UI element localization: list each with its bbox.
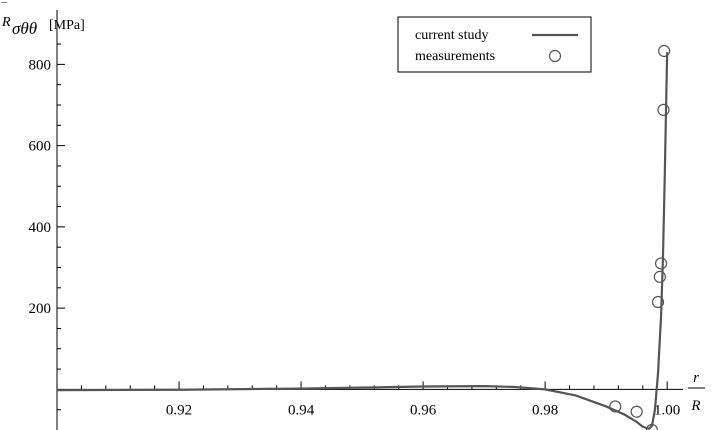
- y-tick-label: 600: [29, 139, 52, 155]
- measurement-point: [651, 295, 665, 309]
- y-tick-label: 800: [29, 57, 52, 73]
- x-tick-label: 0.98: [532, 402, 558, 418]
- x-axis-label: r R: [688, 370, 705, 414]
- measurement-point: [630, 405, 643, 418]
- legend-box: [397, 16, 592, 73]
- measurement-point: [609, 400, 622, 413]
- x-tick-label: 1.00: [654, 402, 680, 418]
- y-label-sub: σθθ: [12, 19, 37, 38]
- x-tick-label: 0.96: [410, 402, 437, 418]
- x-tick-label: 0.92: [166, 402, 192, 418]
- y-tick-label: 400: [29, 220, 52, 236]
- axes-layer: 200 400 600 800 0.92 0.94 0.96 0.98 1.00: [29, 10, 683, 430]
- measurement-point: [645, 423, 659, 430]
- x-tick-label: 0.94: [288, 402, 315, 418]
- measurement-point: [653, 270, 666, 283]
- y-label-bar: ‾: [1, 1, 8, 17]
- legend-label-measurements: measurements: [415, 49, 495, 64]
- measurement-point: [657, 103, 670, 116]
- legend-label-current-study: current study: [415, 28, 488, 43]
- x-label-denominator: R: [690, 398, 700, 414]
- series-layer: [56, 44, 671, 430]
- measurement-point: [658, 44, 671, 58]
- measurement-point: [654, 257, 668, 270]
- legend-marker-swatch: [548, 49, 562, 63]
- y-tick-label: 200: [29, 301, 52, 317]
- y-label-unit: [MPa]: [49, 18, 85, 33]
- series-line-current-study: [56, 52, 669, 430]
- legend: current study measurements: [397, 16, 592, 73]
- y-axis-label: ‾ R σθθ [MPa]: [1, 1, 85, 38]
- y-label-main: R: [1, 15, 11, 30]
- x-label-numerator: r: [693, 370, 699, 386]
